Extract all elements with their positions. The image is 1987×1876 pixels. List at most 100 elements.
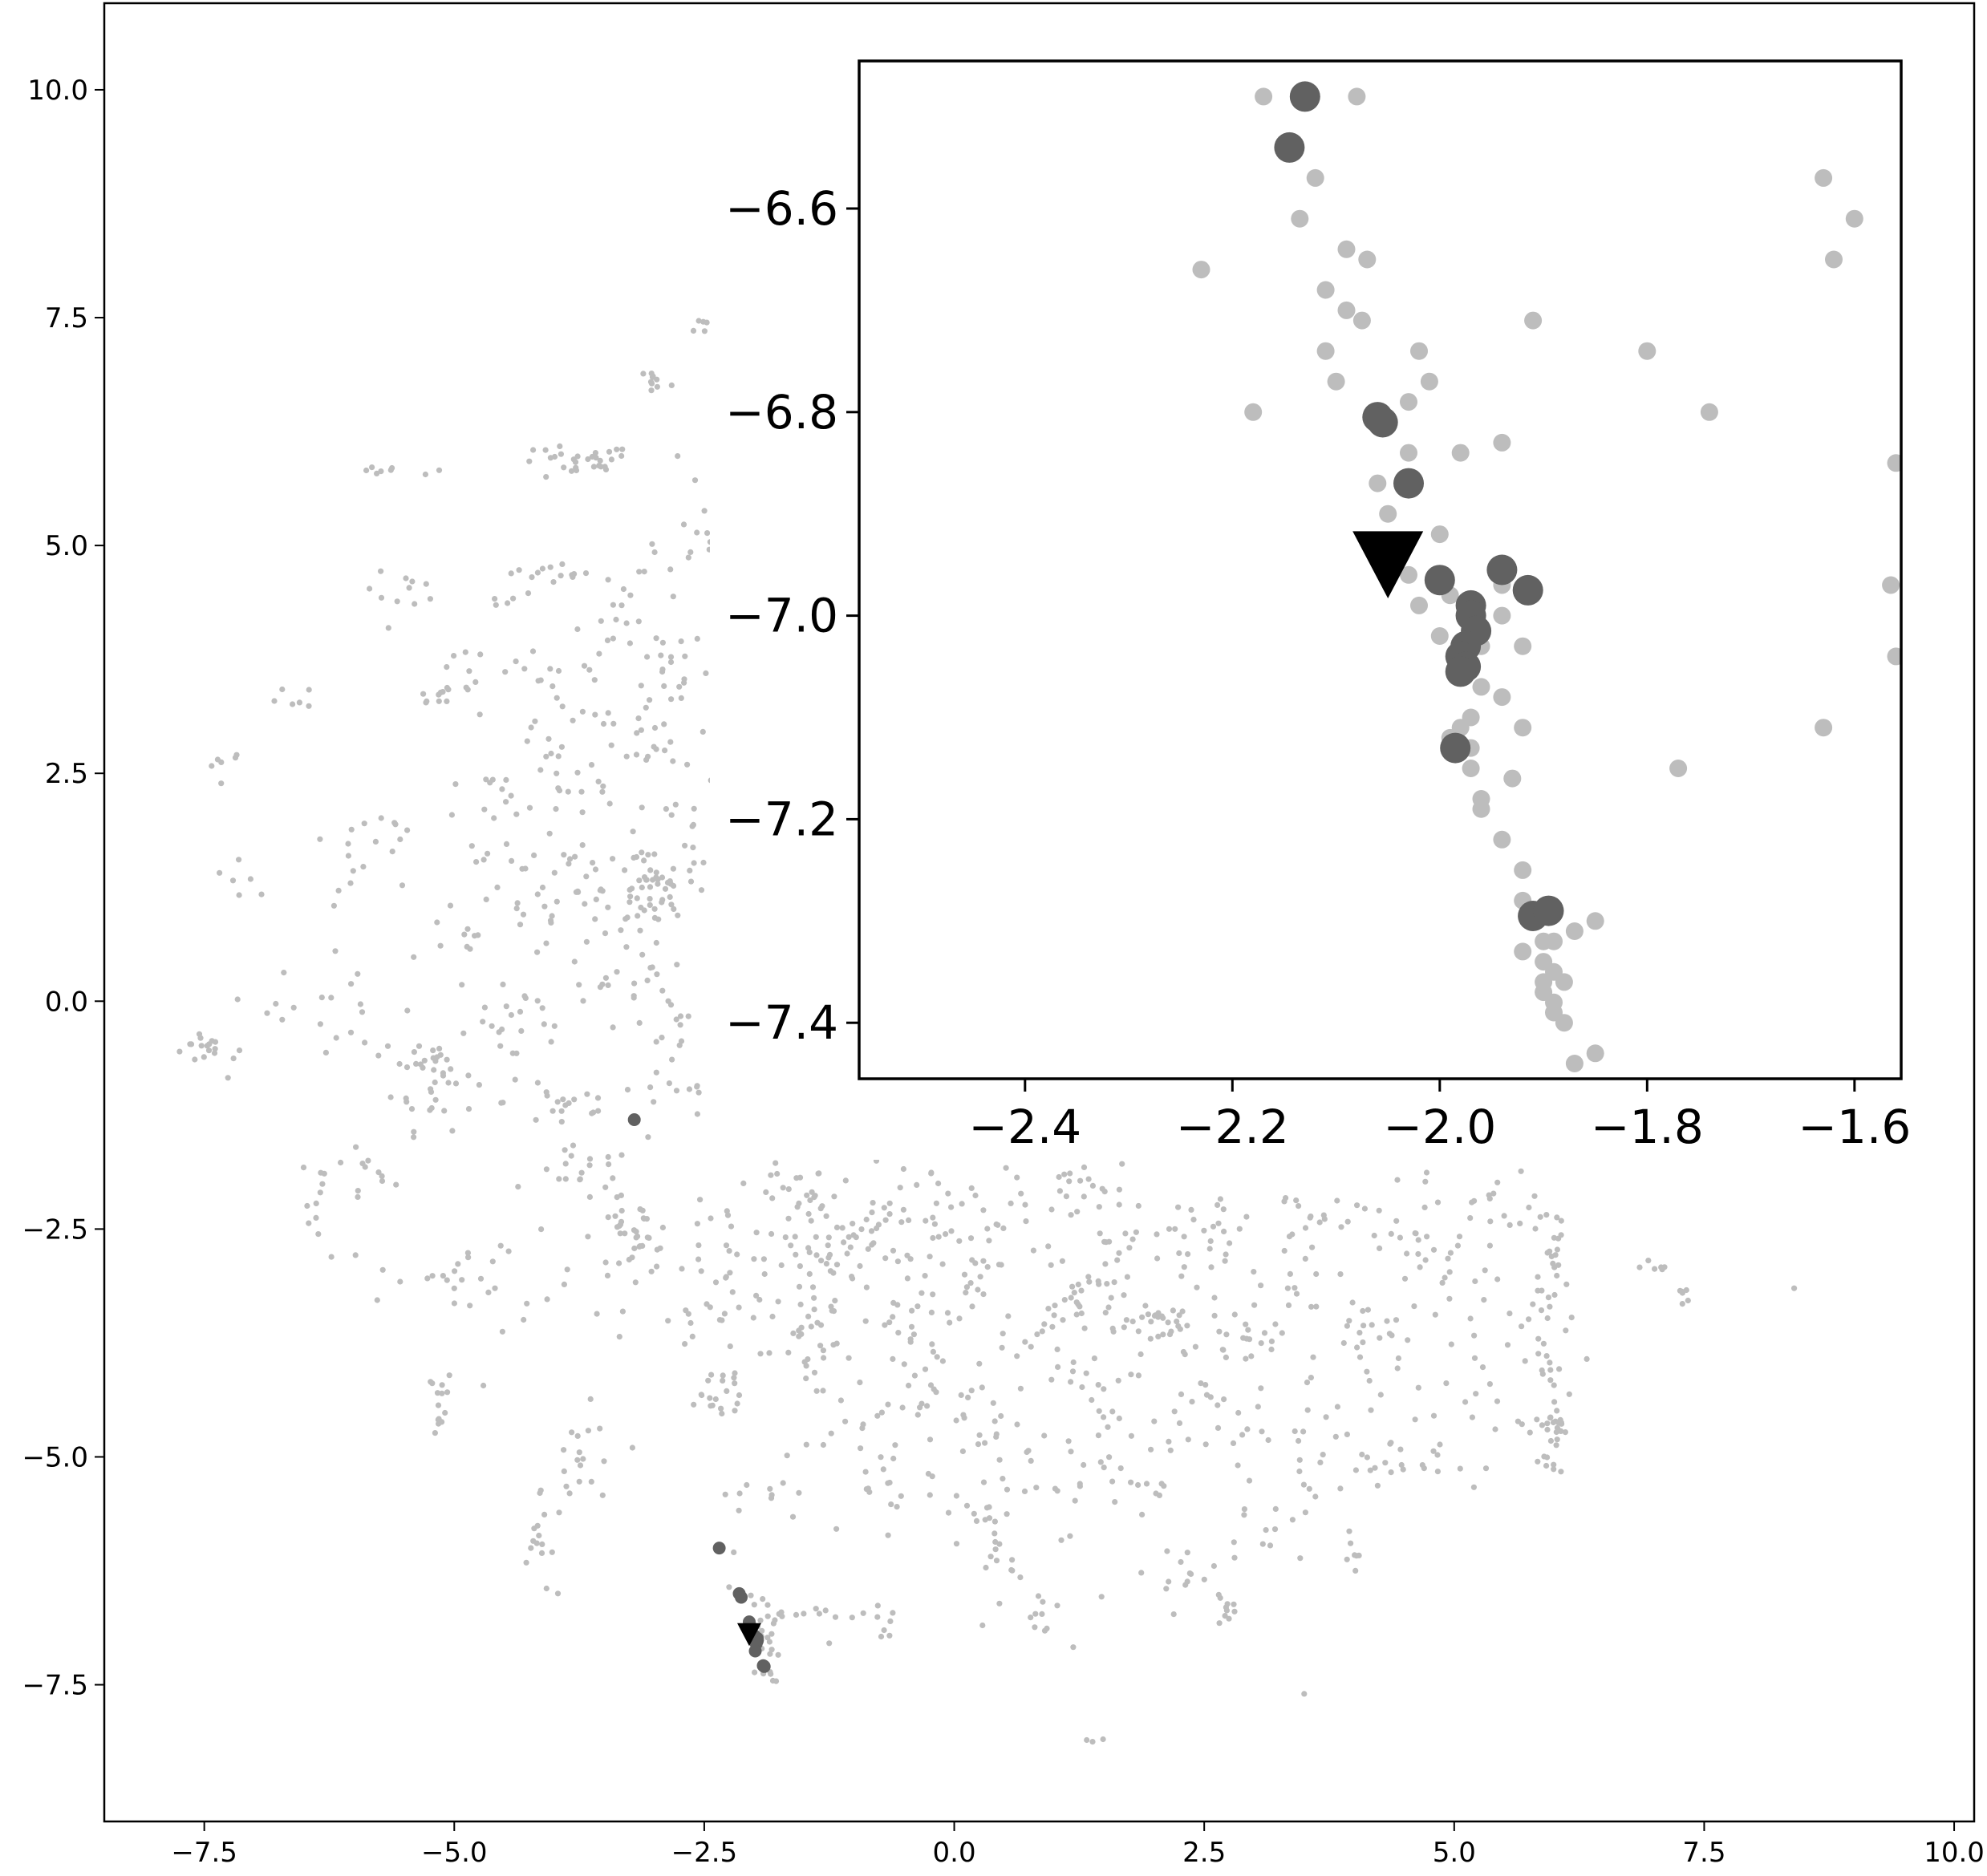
main-background-point xyxy=(1584,1355,1590,1362)
main-background-point xyxy=(691,1401,697,1408)
main-background-point xyxy=(1558,1469,1564,1475)
main-background-point xyxy=(910,1331,917,1338)
main-highlight-point xyxy=(757,1659,771,1673)
main-background-point xyxy=(1100,1736,1106,1743)
main-background-point xyxy=(562,1102,569,1108)
main-background-point xyxy=(362,1039,368,1046)
main-background-point xyxy=(1039,1611,1045,1617)
main-background-point xyxy=(606,448,613,455)
main-background-point xyxy=(1023,1218,1029,1225)
inset-axes-frame xyxy=(858,59,1903,1080)
main-background-point xyxy=(574,453,581,460)
main-background-point xyxy=(914,1181,920,1188)
main-background-point xyxy=(635,715,642,722)
main-background-point xyxy=(643,704,649,711)
main-background-point xyxy=(403,575,409,581)
main-background-point xyxy=(1423,1169,1430,1176)
main-background-point xyxy=(258,891,265,897)
main-background-point xyxy=(1685,1297,1691,1304)
main-background-point xyxy=(953,1417,959,1424)
main-background-point xyxy=(659,987,666,994)
main-background-point xyxy=(752,1669,758,1675)
main-background-point xyxy=(1114,1257,1121,1263)
main-background-point xyxy=(1304,1407,1311,1413)
main-background-point xyxy=(1021,1488,1028,1494)
main-background-point xyxy=(757,1617,764,1623)
main-background-point xyxy=(1116,1201,1122,1208)
main-background-point xyxy=(671,882,677,889)
main-background-point xyxy=(543,753,549,760)
main-background-point xyxy=(833,1262,841,1268)
main-background-point xyxy=(566,1490,573,1497)
main-background-point xyxy=(1535,1351,1542,1357)
main-background-point xyxy=(663,806,670,812)
main-background-point xyxy=(322,1049,329,1056)
main-background-point xyxy=(1337,1485,1344,1492)
main-background-point xyxy=(541,1021,547,1027)
main-background-point xyxy=(1532,1226,1539,1232)
main-background-point xyxy=(678,1038,685,1044)
main-background-point xyxy=(614,1224,621,1230)
main-background-point xyxy=(863,1486,870,1493)
main-background-point xyxy=(576,982,582,988)
main-background-point xyxy=(639,849,645,856)
main-background-point xyxy=(1486,1242,1493,1249)
main-background-point xyxy=(820,1441,826,1449)
main-highlight-point xyxy=(627,1113,641,1126)
main-background-point xyxy=(1056,1188,1063,1194)
main-background-point xyxy=(608,742,614,748)
main-background-point xyxy=(927,1492,933,1498)
main-background-point xyxy=(785,1186,792,1193)
main-background-point xyxy=(759,1627,765,1634)
inset-background-point xyxy=(1472,678,1490,696)
main-background-point xyxy=(489,1258,496,1265)
main-background-point xyxy=(1356,1330,1363,1336)
main-background-point xyxy=(863,1216,870,1223)
main-background-point xyxy=(586,1156,594,1162)
main-highlight-point xyxy=(735,1590,748,1604)
main-background-point xyxy=(1302,1225,1309,1231)
main-background-point xyxy=(1271,1526,1279,1533)
main-background-point xyxy=(597,1425,603,1432)
main-background-point xyxy=(1051,1312,1057,1319)
main-background-point xyxy=(355,970,361,977)
main-background-point xyxy=(863,1284,870,1291)
main-background-point xyxy=(1102,1310,1109,1316)
main-background-point xyxy=(601,1458,607,1465)
main-background-point xyxy=(726,1584,732,1590)
main-x-tick-label: −2.5 xyxy=(671,1837,738,1869)
main-background-point xyxy=(833,1526,840,1532)
main-background-point xyxy=(845,1355,852,1361)
main-background-point xyxy=(647,896,653,902)
inset-background-point xyxy=(1420,372,1438,391)
main-background-point xyxy=(772,1678,780,1684)
main-background-point xyxy=(801,1611,807,1617)
main-background-point xyxy=(499,786,505,792)
inset-background-point xyxy=(1291,209,1309,228)
main-background-point xyxy=(497,1043,504,1049)
main-background-point xyxy=(1014,1421,1020,1428)
main-background-point xyxy=(683,1307,689,1314)
main-background-point xyxy=(1563,1327,1569,1334)
main-background-point xyxy=(822,1607,829,1614)
main-background-point xyxy=(1412,1416,1418,1423)
main-background-point xyxy=(513,906,520,912)
main-background-point xyxy=(1551,1234,1557,1241)
main-background-point xyxy=(225,1075,231,1081)
inset-background-point xyxy=(1400,565,1417,584)
main-background-point xyxy=(1518,1168,1524,1174)
main-background-point xyxy=(638,904,644,911)
main-background-point xyxy=(798,1331,805,1337)
main-background-point xyxy=(933,1200,939,1206)
main-background-point xyxy=(637,927,643,934)
main-background-point xyxy=(610,856,616,862)
main-background-point xyxy=(784,1453,790,1459)
main-background-point xyxy=(1163,1586,1170,1592)
main-background-point xyxy=(627,899,633,906)
main-background-point xyxy=(1245,1327,1251,1333)
main-background-point xyxy=(1105,1304,1112,1311)
main-background-point xyxy=(878,1409,885,1416)
main-background-point xyxy=(1297,1555,1304,1562)
main-background-point xyxy=(1095,1432,1101,1439)
main-background-point xyxy=(445,1080,452,1086)
